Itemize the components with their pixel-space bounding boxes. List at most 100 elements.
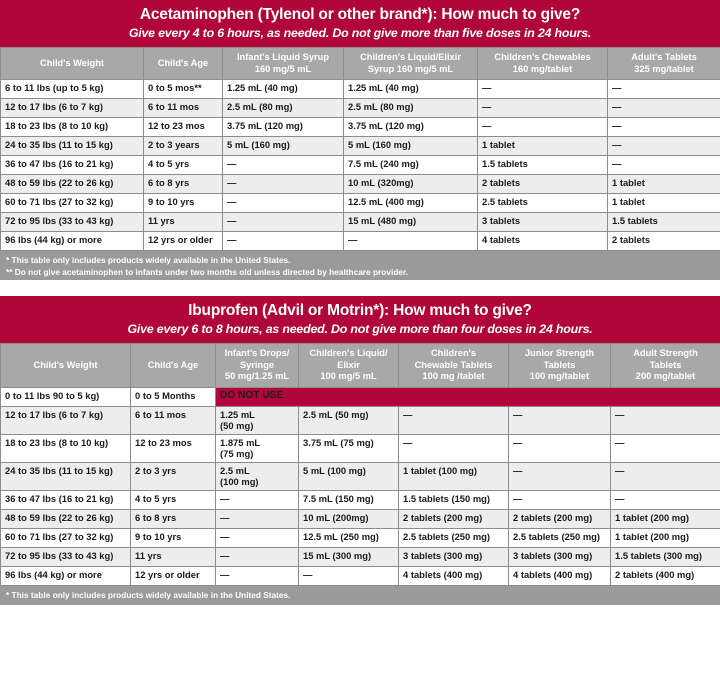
- cell-weight: 18 to 23 lbs (8 to 10 kg): [0, 433, 131, 463]
- cell-junior-strength-tablets: —: [508, 461, 611, 491]
- cell-infants-liquid-syrup: —: [222, 231, 344, 251]
- cell-adults-tablets: 2 tablets: [607, 231, 720, 251]
- cell-weight: 48 to 59 lbs (22 to 26 kg): [0, 508, 131, 529]
- cell-weight: 72 to 95 lbs (33 to 43 kg): [0, 212, 144, 232]
- cell-weight: 60 to 71 lbs (27 to 32 kg): [0, 527, 131, 548]
- cell-childrens-liquid-elixir: 10 mL (320mg): [343, 174, 478, 194]
- cell-junior-strength-tablets: —: [508, 405, 611, 435]
- table-row: 96 lbs (44 kg) or more 12 yrs or older — —4…: [0, 231, 720, 251]
- col-header-line: 100 mg/tablet: [529, 371, 590, 381]
- cell-childrens-liquid-elixir: 10 mL (200mg): [298, 508, 399, 529]
- cell-childrens-liquid-elixir: 12.5 mL (250 mg): [298, 527, 399, 548]
- cell-age: 6 to 8 yrs: [130, 508, 216, 529]
- cell-childrens-liquid-elixir: 5 mL (100 mg): [298, 461, 399, 491]
- ibuprofen-table-body: 0 to 11 lbs 90 to 5 kg) 0 to 5 Months DO N…: [0, 386, 720, 586]
- col-header-childrens-chewables: Children's Chewables 160 mg/tablet: [477, 47, 608, 80]
- cell-junior-strength-tablets: 3 tablets (300 mg): [508, 546, 611, 567]
- cell-childrens-chewable-tablets: 1 tablet (100 mg): [398, 461, 509, 491]
- cell-childrens-chewable-tablets: 3 tablets (300 mg): [398, 546, 509, 567]
- cell-childrens-liquid-elixir: 5 mL (160 mg): [343, 136, 478, 156]
- cell-age: 2 to 3 yrs: [130, 461, 216, 491]
- cell-infants-liquid-syrup: —: [222, 193, 344, 213]
- ibuprofen-chart: Ibuprofen (Advil or Motrin*): How much t…: [0, 296, 720, 605]
- cell-weight: 0 to 11 lbs 90 to 5 kg): [0, 386, 131, 407]
- col-header-age: Child's Age: [143, 47, 223, 80]
- cell-childrens-chewables: 3 tablets: [477, 212, 608, 232]
- cell-childrens-liquid-elixir: 1.25 mL (40 mg): [343, 79, 478, 99]
- col-header-line: Child's Age: [157, 57, 209, 68]
- cell-weight: 72 to 95 lbs (33 to 43 kg): [0, 546, 131, 567]
- cell-childrens-liquid-elixir: 2.5 mL (80 mg): [343, 98, 478, 118]
- cell-age: 6 to 11 mos: [130, 405, 216, 435]
- acetaminophen-table-head: Child's Weight Child's Age Infant's Liqu…: [0, 47, 720, 80]
- col-header-junior-strength-tablets: Junior Strength Tablets 100 mg/tablet: [508, 343, 611, 388]
- do-not-use-banner: DO NOT USE: [215, 386, 720, 407]
- col-header-adult-strength-tablets: Adult Strength Tablets 200 mg/tablet: [610, 343, 720, 388]
- col-header-line: 50 mg/1.25 mL: [224, 371, 290, 381]
- cell-adult-strength-tablets: 1 tablet (200 mg): [610, 508, 720, 529]
- table-row: 6 to 11 lbs (up to 5 kg) 0 to 5 mos** 1.25…: [0, 79, 720, 99]
- col-header-infants-drops-syringe: Infant's Drops/ Syringe 50 mg/1.25 mL: [215, 343, 299, 388]
- cell-infants-liquid-syrup: —: [222, 174, 344, 194]
- cell-infants-drops-syringe: —: [215, 489, 299, 510]
- table-row: 72 to 95 lbs (33 to 43 kg) 11 yrs —15 mL (…: [0, 212, 720, 232]
- col-header-line: 200 mg/tablet: [635, 371, 696, 381]
- cell-adults-tablets: —: [607, 155, 720, 175]
- cell-age: 12 to 23 mos: [143, 117, 223, 137]
- table-header-row: Child's Weight Child's Age Infant's Drop…: [0, 343, 720, 388]
- cell-childrens-liquid-elixir: 15 mL (300 mg): [298, 546, 399, 567]
- acetaminophen-title: Acetaminophen (Tylenol or other brand*):…: [139, 6, 581, 23]
- cell-weight: 24 to 35 lbs (11 to 15 kg): [0, 136, 144, 156]
- table-row: 36 to 47 lbs (16 to 21 kg) 4 to 5 yrs —7.5…: [0, 155, 720, 175]
- cell-infants-liquid-syrup: 3.75 mL (120 mg): [222, 117, 344, 137]
- cell-childrens-chewable-tablets: 4 tablets (400 mg): [398, 565, 509, 586]
- col-header-line: Children's: [430, 348, 477, 358]
- table-row: 18 to 23 lbs (8 to 10 kg) 12 to 23 mos 3.7…: [0, 117, 720, 137]
- cell-age: 12 to 23 mos: [130, 433, 216, 463]
- col-header-line: Children's Liquid/: [309, 348, 388, 358]
- col-header-line: Children's Chewables: [494, 52, 591, 62]
- acetaminophen-footnotes: * This table only includes products wide…: [0, 251, 720, 280]
- cell-infants-drops-syringe: —: [215, 546, 299, 567]
- cell-infants-liquid-syrup: 5 mL (160 mg): [222, 136, 344, 156]
- col-header-line: Adult Strength: [633, 348, 698, 358]
- col-header-line: Child's Age: [147, 359, 199, 370]
- cell-adult-strength-tablets: 1.5 tablets (300 mg): [610, 546, 720, 567]
- cell-childrens-liquid-elixir: —: [343, 231, 478, 251]
- table-row: 60 to 71 lbs (27 to 32 kg) 9 to 10 yrs —12…: [0, 193, 720, 213]
- cell-infants-drops-syringe: —: [215, 508, 299, 529]
- cell-weight: 12 to 17 lbs (6 to 7 kg): [0, 405, 131, 435]
- cell-childrens-chewables: —: [477, 98, 608, 118]
- col-header-line: Adult's Tablets: [631, 52, 697, 62]
- col-header-childrens-chewable-tablets: Children's Chewable Tablets 100 mg /tabl…: [398, 343, 509, 388]
- col-header-line: 100 mg /tablet: [422, 371, 485, 381]
- cell-weight: 96 lbs (44 kg) or more: [0, 231, 144, 251]
- col-header-line: Syrup 160 mg/5 mL: [367, 63, 454, 74]
- table-row: 72 to 95 lbs (33 to 43 kg) 11 yrs —15 mL (…: [0, 546, 720, 567]
- cell-weight: 24 to 35 lbs (11 to 15 kg): [0, 461, 131, 491]
- acetaminophen-banner: Acetaminophen (Tylenol or other brand*):…: [0, 0, 720, 47]
- cell-childrens-chewable-tablets: 1.5 tablets (150 mg): [398, 489, 509, 510]
- cell-adults-tablets: —: [607, 79, 720, 99]
- acetaminophen-table: Child's Weight Child's Age Infant's Liqu…: [0, 47, 720, 251]
- cell-weight: 12 to 17 lbs (6 to 7 kg): [0, 98, 144, 118]
- acetaminophen-table-body: 6 to 11 lbs (up to 5 kg) 0 to 5 mos** 1.25…: [0, 79, 720, 251]
- table-row: 96 lbs (44 kg) or more 12 yrs or older — —4…: [0, 565, 720, 586]
- ibuprofen-table: Child's Weight Child's Age Infant's Drop…: [0, 343, 720, 586]
- col-header-line: 325 mg/tablet: [634, 63, 694, 74]
- footnote-line: * This table only includes products wide…: [6, 589, 291, 600]
- cell-adult-strength-tablets: —: [610, 433, 720, 463]
- table-header-row: Child's Weight Child's Age Infant's Liqu…: [0, 47, 720, 80]
- cell-junior-strength-tablets: 4 tablets (400 mg): [508, 565, 611, 586]
- cell-age: 6 to 8 yrs: [143, 174, 223, 194]
- cell-childrens-chewables: —: [477, 117, 608, 137]
- col-header-line: Infant's Drops/: [224, 348, 290, 358]
- footnote-line: ** Do not give acetaminophen to infants …: [6, 267, 409, 277]
- cell-weight: 48 to 59 lbs (22 to 26 kg): [0, 174, 144, 194]
- ibuprofen-table-head: Child's Weight Child's Age Infant's Drop…: [0, 343, 720, 388]
- table-row: 24 to 35 lbs (11 to 15 kg) 2 to 3 years 5 …: [0, 136, 720, 156]
- cell-adult-strength-tablets: —: [610, 405, 720, 435]
- col-header-line: Infant's Liquid Syrup: [236, 52, 330, 62]
- ibuprofen-banner: Ibuprofen (Advil or Motrin*): How much t…: [0, 296, 720, 343]
- cell-weight: 96 lbs (44 kg) or more: [0, 565, 131, 586]
